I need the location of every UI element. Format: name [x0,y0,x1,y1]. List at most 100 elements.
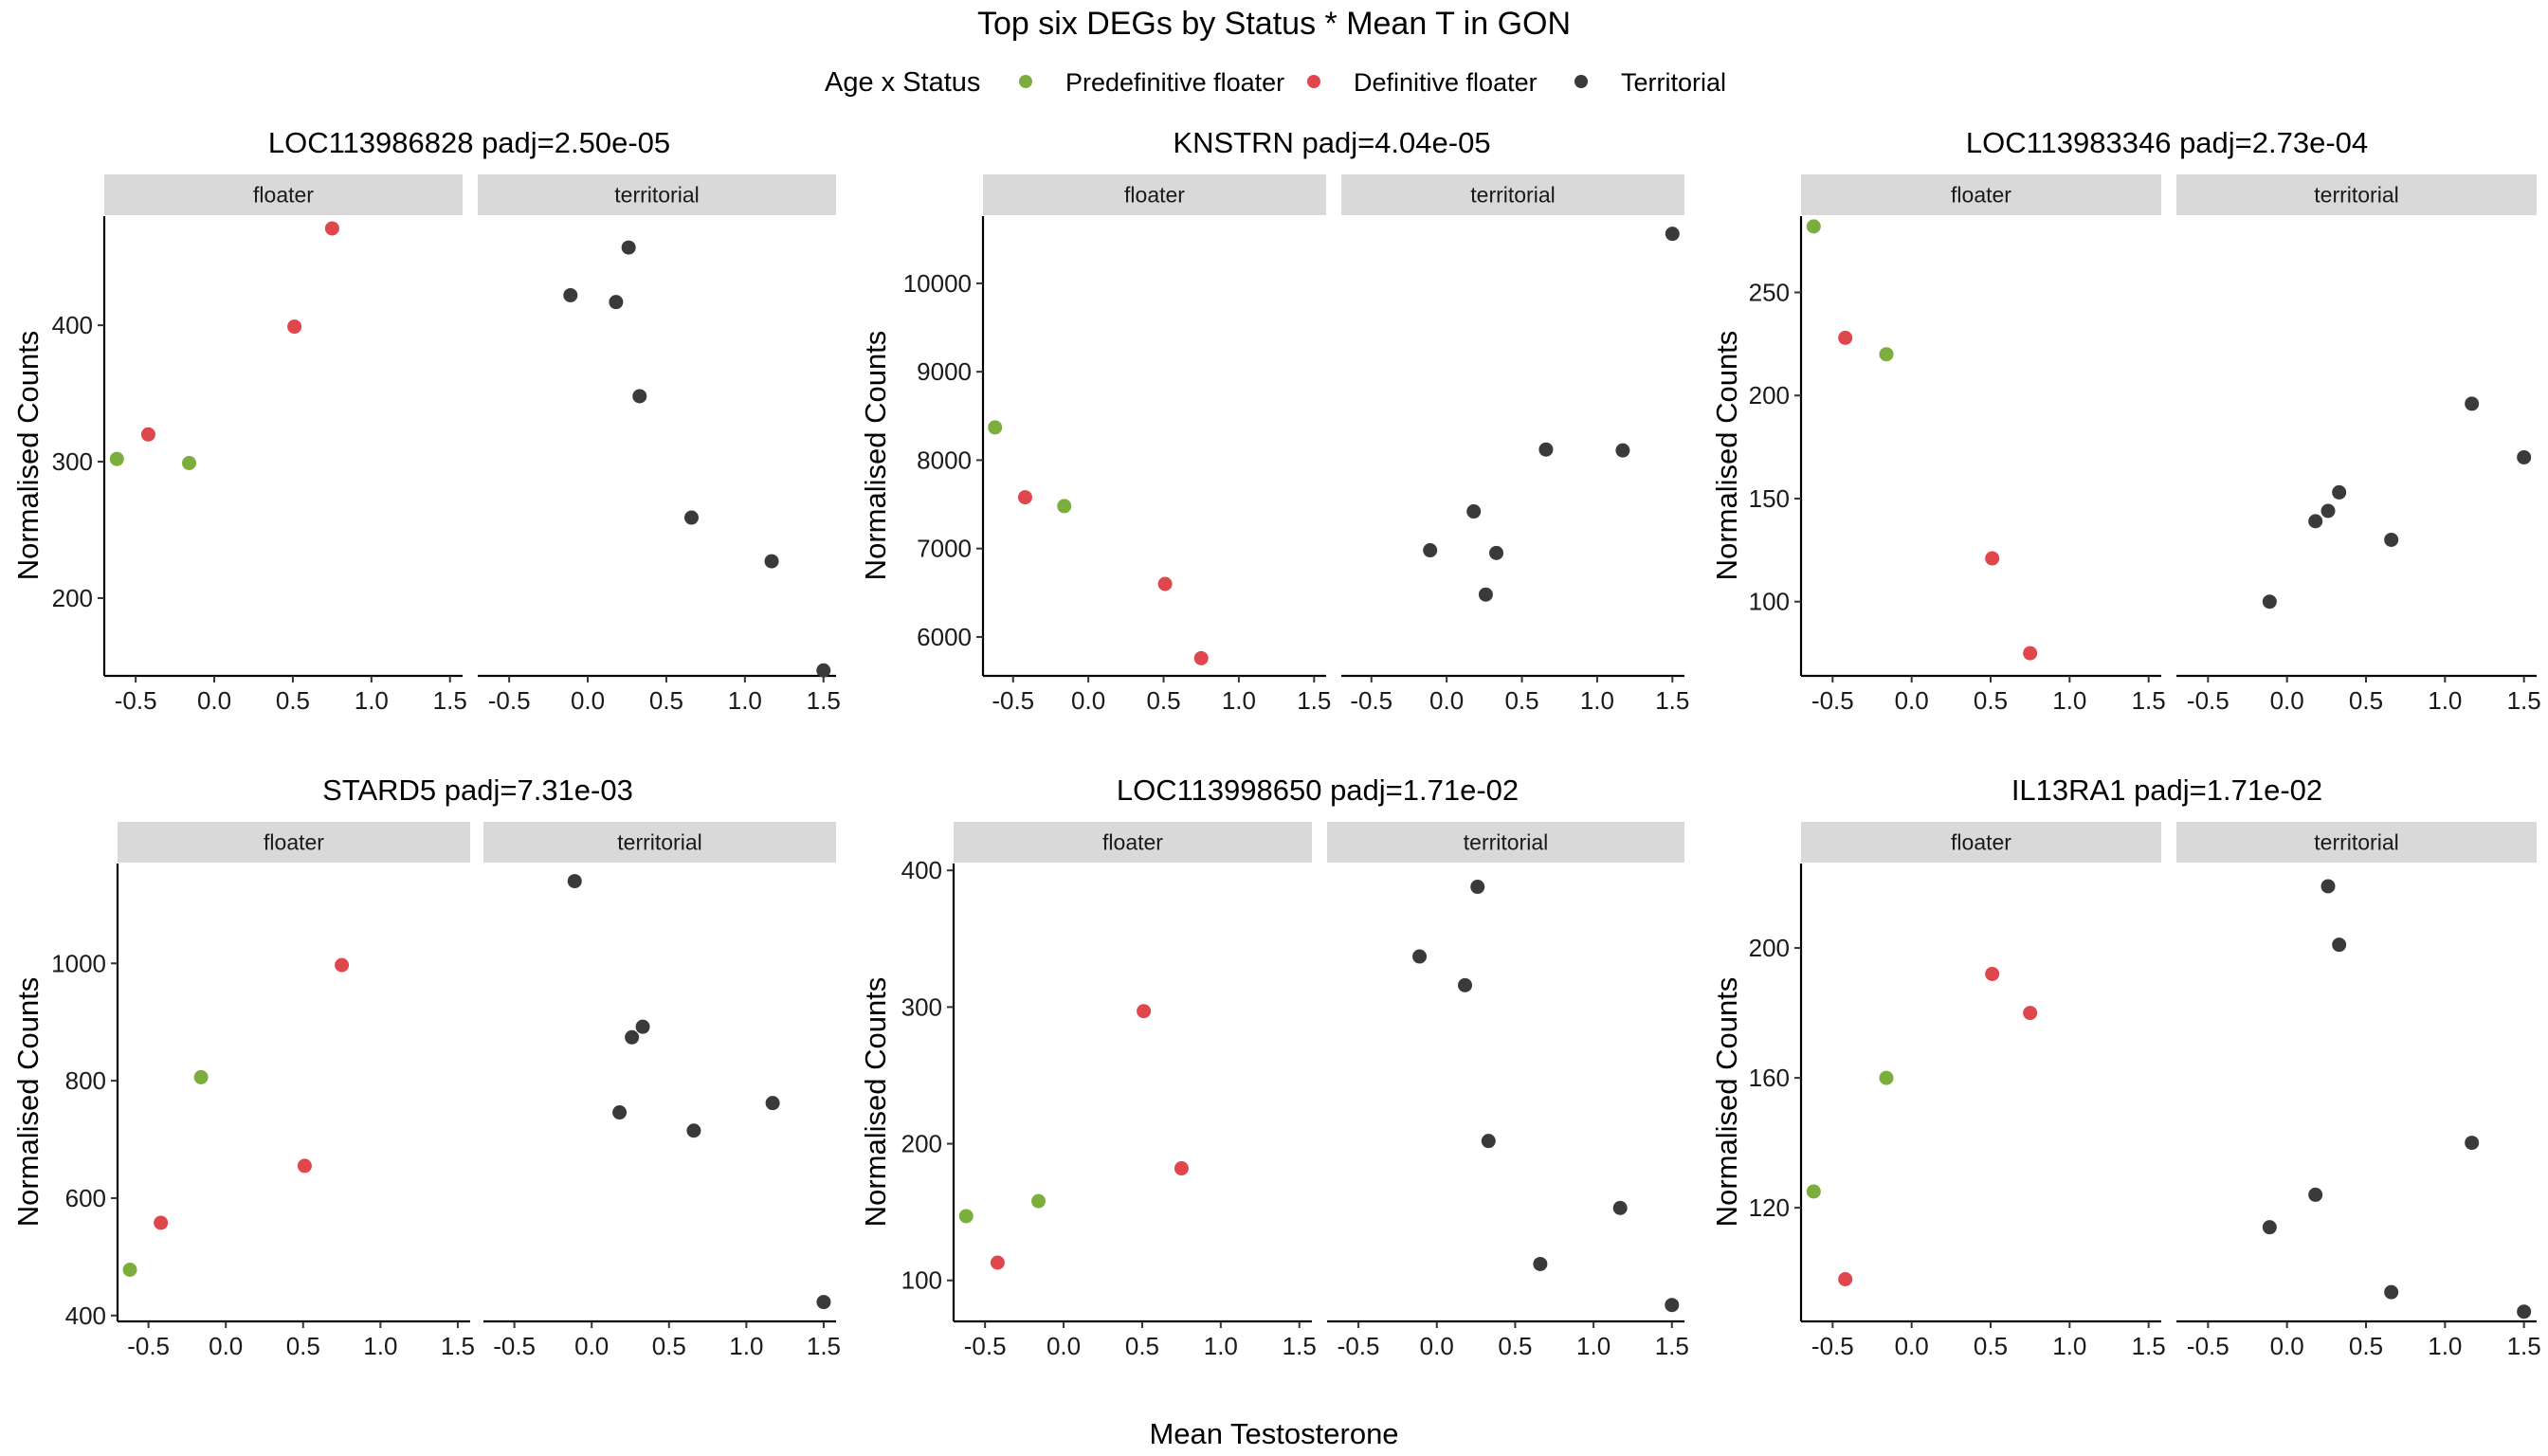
data-point-pre [193,1069,209,1084]
facet-floater: floater -0.5 0.0 0.5 1.0 1.5 [954,822,1317,1360]
facet-strip-label: floater [1951,183,2011,208]
x-tick-label: 0.0 [209,1332,243,1360]
x-tick-label: 1.0 [355,686,389,715]
y-tick-label: 300 [901,992,942,1021]
x-tick-label: -0.5 [488,686,531,715]
data-point-ter [1481,1134,1496,1149]
facet-strip [483,822,836,863]
data-point-ter [2332,484,2347,500]
x-tick-label: 1.5 [2507,686,2541,715]
data-point-ter [1665,227,1680,242]
x-tick-label: 0.5 [276,686,310,715]
facet-strip [478,174,836,215]
facet-strip-label: floater [1102,830,1163,855]
x-tick-label: 1.5 [807,686,841,715]
data-point-ter [1466,504,1482,519]
legend-title: Age x Status [825,67,980,98]
x-tick-label: 0.5 [2349,1332,2383,1360]
x-tick-label: 1.0 [2052,1332,2086,1360]
panel-title: KNSTRN padj=4.04e-05 [1173,126,1490,159]
data-point-ter [1538,442,1554,457]
data-point-ter [2332,937,2347,953]
x-tick-label: -0.5 [1350,686,1392,715]
x-tick-label: 1.0 [1576,1332,1611,1360]
y-tick-label: 160 [1749,1064,1790,1092]
figure-title: Top six DEGs by Status * Mean T in GON [977,6,1571,42]
x-tick-label: 1.5 [2132,686,2166,715]
data-point-def [2023,646,2038,661]
data-point-def [1017,490,1032,505]
x-tick-label: 0.0 [1429,686,1464,715]
data-point-def [1174,1161,1189,1176]
facet-floater: floater -0.5 0.0 0.5 1.0 1.5 [983,174,1331,715]
data-point-ter [2262,1220,2277,1235]
panel-4: STARD5 padj=7.31e-03 Normalised Counts 400… [11,774,841,1360]
panel-5: LOC113998650 padj=1.71e-02 Normalised Cou… [859,774,1689,1360]
y-tick-label: 400 [901,856,942,884]
facet-strip [1801,174,2161,215]
data-point-pre [1057,499,1072,514]
y-tick-label: 150 [1749,484,1790,513]
y-tick-label: 10000 [903,269,972,298]
data-point-def [1985,966,2000,981]
facet-territorial: territorial -0.5 0.0 0.5 1.0 1.5 [1341,174,1689,715]
data-point-pre [1879,1070,1894,1085]
x-tick-label: 0.5 [1146,686,1180,715]
data-point-ter [2517,1304,2532,1320]
data-point-pre [182,455,197,470]
data-point-def [324,221,339,236]
facet-strip-label: territorial [2314,830,2398,855]
panel-title: STARD5 padj=7.31e-03 [322,774,633,807]
panel-title: LOC113986828 padj=2.50e-05 [268,126,670,159]
data-point-ter [1612,1200,1628,1215]
x-tick-label: 0.5 [2349,686,2383,715]
data-point-ter [609,295,624,310]
legend-label-pre: Predefinitive floater [1065,68,1284,97]
facet-strip [2176,822,2537,863]
panel-title: LOC113998650 padj=1.71e-02 [1117,774,1519,807]
data-point-ter [2465,1136,2480,1151]
x-tick-label: 1.5 [1655,686,1689,715]
panels: LOC113986828 padj=2.50e-05 Normalised Cou… [11,126,2541,1360]
y-tick-label: 9000 [917,357,972,386]
data-point-pre [1031,1193,1046,1209]
data-point-ter [2384,1284,2399,1300]
panel-title: LOC113983346 padj=2.73e-04 [1966,126,2368,159]
data-point-ter [2320,879,2336,894]
y-tick-label: 1000 [51,949,106,977]
y-tick-label: 250 [1749,278,1790,306]
x-tick-label: 1.5 [807,1332,841,1360]
x-tick-label: 1.5 [1655,1332,1689,1360]
x-tick-label: -0.5 [1811,1332,1854,1360]
data-point-def [1137,1004,1152,1019]
y-tick-label: 120 [1749,1193,1790,1222]
x-tick-label: 1.0 [1204,1332,1238,1360]
x-tick-label: 1.0 [1222,686,1256,715]
x-tick-label: -0.5 [2187,1332,2230,1360]
y-tick-label: 6000 [917,623,972,651]
facet-strip [1801,822,2161,863]
facet-strip-label: floater [253,183,314,208]
data-point-ter [1470,880,1485,895]
x-tick-label: 0.5 [1974,1332,2008,1360]
data-point-ter [1412,949,1428,964]
x-tick-label: 1.5 [1297,686,1331,715]
data-point-def [1838,330,1853,345]
y-tick-label: 200 [901,1130,942,1158]
panel-6: IL13RA1 padj=1.71e-02 Normalised Counts 12… [1710,774,2541,1360]
y-tick-label: 200 [1749,381,1790,410]
panel-title: IL13RA1 padj=1.71e-02 [2011,774,2322,807]
data-point-ter [1458,977,1473,992]
facet-strip-label: floater [264,830,324,855]
facet-strip-label: territorial [617,830,701,855]
data-point-ter [2465,396,2480,411]
y-tick-label: 8000 [917,446,972,474]
y-tick-label: 400 [52,311,93,339]
legend-key-ter [1574,75,1588,88]
facet-strip-label: floater [1124,183,1185,208]
y-tick-label: 100 [1749,588,1790,616]
data-point-ter [2384,532,2399,547]
facet-strip [1341,174,1684,215]
x-tick-label: -0.5 [1811,686,1854,715]
